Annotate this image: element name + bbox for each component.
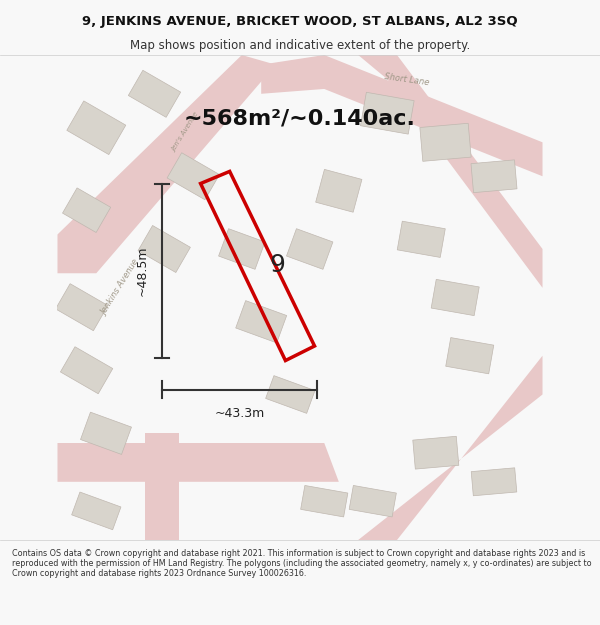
Polygon shape — [167, 152, 220, 200]
Polygon shape — [431, 279, 479, 316]
Text: Jen's Avenue: Jen's Avenue — [172, 112, 200, 153]
Polygon shape — [301, 486, 348, 517]
Polygon shape — [358, 55, 542, 288]
Text: ~568m²/~0.140ac.: ~568m²/~0.140ac. — [184, 108, 416, 128]
Polygon shape — [420, 123, 471, 161]
Polygon shape — [145, 433, 179, 540]
Text: Jenkins Avenue: Jenkins Avenue — [100, 258, 141, 318]
Polygon shape — [266, 376, 315, 413]
Polygon shape — [471, 468, 517, 496]
Text: Contains OS data © Crown copyright and database right 2021. This information is : Contains OS data © Crown copyright and d… — [12, 549, 592, 578]
Text: Short Lane: Short Lane — [383, 72, 430, 87]
Polygon shape — [56, 284, 108, 331]
Polygon shape — [236, 301, 287, 343]
Polygon shape — [71, 492, 121, 530]
Polygon shape — [62, 188, 110, 232]
Polygon shape — [471, 160, 517, 192]
Text: ~43.3m: ~43.3m — [214, 408, 265, 421]
Polygon shape — [58, 55, 276, 273]
Polygon shape — [128, 70, 181, 118]
Text: 9, JENKINS AVENUE, BRICKET WOOD, ST ALBANS, AL2 3SQ: 9, JENKINS AVENUE, BRICKET WOOD, ST ALBA… — [82, 16, 518, 28]
Polygon shape — [58, 443, 339, 482]
Polygon shape — [361, 92, 414, 134]
Polygon shape — [261, 55, 542, 176]
Polygon shape — [349, 486, 397, 517]
Polygon shape — [397, 221, 445, 258]
Polygon shape — [446, 338, 494, 374]
Polygon shape — [286, 229, 333, 269]
Polygon shape — [80, 412, 131, 454]
Polygon shape — [316, 169, 362, 212]
Text: Map shows position and indicative extent of the property.: Map shows position and indicative extent… — [130, 39, 470, 51]
Polygon shape — [138, 226, 190, 272]
Polygon shape — [413, 436, 459, 469]
Polygon shape — [218, 229, 265, 269]
Polygon shape — [67, 101, 126, 154]
Polygon shape — [61, 347, 113, 394]
Text: ~48.5m: ~48.5m — [136, 246, 149, 296]
Polygon shape — [358, 356, 542, 540]
Text: 9: 9 — [269, 253, 285, 278]
